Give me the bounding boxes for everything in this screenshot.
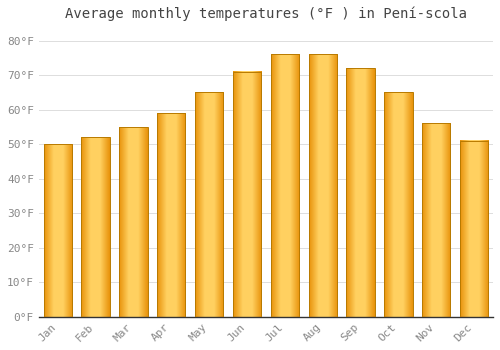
Bar bbox=[460, 141, 488, 317]
Bar bbox=[346, 68, 375, 317]
Bar bbox=[44, 144, 72, 317]
Bar bbox=[308, 54, 337, 317]
Bar bbox=[422, 124, 450, 317]
Bar bbox=[157, 113, 186, 317]
Bar bbox=[270, 54, 299, 317]
Bar bbox=[233, 72, 261, 317]
Bar bbox=[82, 137, 110, 317]
Title: Average monthly temperatures (°F ) in Pení­scola: Average monthly temperatures (°F ) in Pe… bbox=[65, 7, 467, 21]
Bar bbox=[384, 92, 412, 317]
Bar bbox=[195, 92, 224, 317]
Bar bbox=[119, 127, 148, 317]
